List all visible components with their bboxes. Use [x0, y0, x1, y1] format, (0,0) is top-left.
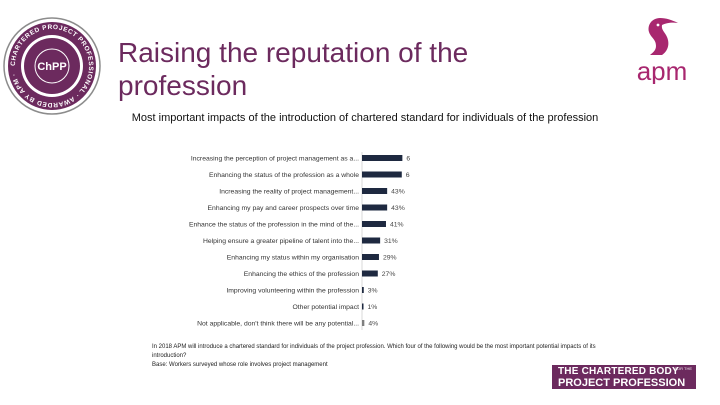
category-label: Helping ensure a greater pipeline of tal… [203, 238, 359, 245]
category-label: Not applicable, don't think there will b… [197, 321, 359, 328]
chart-subtitle: Most important impacts of the introducti… [131, 112, 599, 124]
bar [362, 188, 388, 194]
data-label: 31% [384, 238, 398, 245]
data-label: 41% [390, 222, 404, 229]
data-label: 4% [368, 321, 378, 328]
data-label: 69% [406, 156, 410, 163]
apm-wordmark: apm [637, 56, 688, 84]
category-label: Improving volunteering within the profes… [226, 288, 359, 295]
banner-line-1: THE CHARTERED BODY [558, 366, 679, 377]
slide-title: Raising the reputation of the profession [118, 37, 469, 101]
data-label: 29% [383, 255, 397, 262]
bar [362, 204, 388, 211]
bar [362, 237, 381, 244]
data-label: 27% [382, 271, 396, 278]
banner-tag: FOR THE [674, 366, 692, 371]
seal-center-text: ChPP [37, 61, 66, 73]
category-label: Enhancing my pay and career prospects ov… [208, 205, 360, 212]
data-label: 1% [368, 304, 378, 311]
category-label: Enhancing my status within my organisati… [227, 255, 359, 262]
footnote-question: In 2018 APM will introduce a chartered s… [152, 344, 596, 359]
footnote-base: Base: Workers surveyed whose role involv… [152, 362, 328, 368]
data-label: 68% [406, 172, 410, 179]
data-label: 3% [368, 288, 378, 295]
apm-logo: apm [637, 18, 688, 84]
bar [362, 303, 364, 310]
chart-footnote: In 2018 APM will introduce a chartered s… [152, 343, 622, 370]
category-label: Enhancing the ethics of the profession [244, 271, 359, 278]
bar [362, 221, 386, 227]
category-label: Increasing the perception of project man… [191, 156, 359, 163]
chpp-seal-logo: CHARTERED PROJECT PROFESSIONAL · AWARDED… [3, 17, 101, 115]
bar [362, 254, 379, 260]
category-label: Enhancing the status of the profession a… [209, 172, 359, 179]
bar [362, 270, 378, 277]
bar [362, 171, 402, 178]
heron-icon [648, 18, 678, 55]
category-label: Increasing the reality of project manage… [219, 189, 359, 196]
data-label: 43% [391, 189, 405, 196]
impact-bar-chart: Increasing the perception of project man… [189, 152, 410, 330]
banner-line-2: PROJECT PROFESSION [558, 377, 686, 389]
bar [362, 287, 364, 293]
category-label: Enhance the status of the profession in … [189, 222, 359, 229]
data-label: 43% [391, 205, 405, 212]
category-label: Other potential impact [293, 304, 360, 311]
bar [362, 320, 365, 326]
chartered-body-banner: THE CHARTERED BODY FOR THE PROJECT PROFE… [552, 365, 696, 389]
bar [362, 155, 403, 161]
